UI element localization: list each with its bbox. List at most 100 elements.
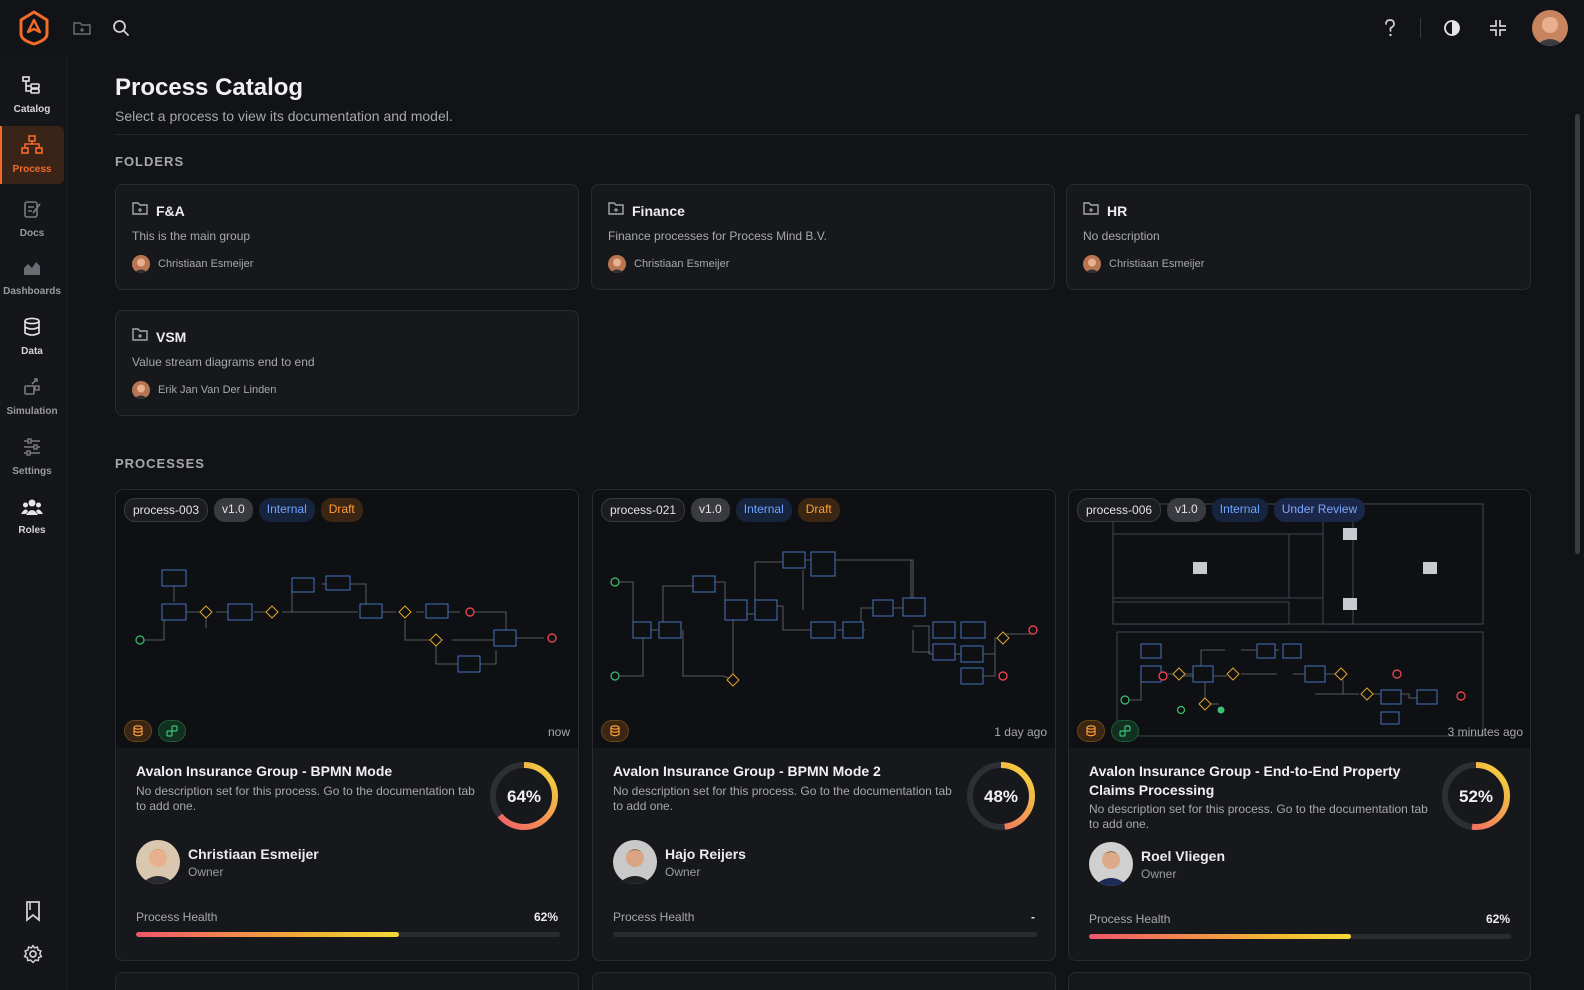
folder-description: This is the main group [132, 229, 251, 243]
avatar [1083, 255, 1101, 273]
score-value: 64% [507, 787, 541, 806]
link-icon[interactable] [1111, 720, 1139, 742]
database-icon[interactable] [601, 720, 629, 742]
health-label: Process Health [613, 910, 695, 924]
folder-card-hr[interactable]: HR No description Christiaan Esmeijer [1066, 184, 1531, 290]
settings-icon [22, 437, 42, 462]
search-icon[interactable] [109, 16, 133, 40]
catalog-icon [21, 75, 43, 100]
database-icon[interactable] [124, 720, 152, 742]
process-card[interactable] [1068, 972, 1531, 990]
folder-card-fa[interactable]: F&A This is the main group Christiaan Es… [115, 184, 579, 290]
process-title[interactable]: Avalon Insurance Group - BPMN Mode 2 [613, 763, 881, 779]
process-preview[interactable]: process-003 v1.0 Internal Draft now [116, 490, 578, 748]
version-badge: v1.0 [1167, 498, 1206, 522]
database-icon[interactable] [1077, 720, 1105, 742]
sidebar-item-docs[interactable]: Docs [0, 190, 64, 248]
sidebar-item-label: Roles [18, 525, 46, 536]
process-description: No description set for this process. Go … [613, 784, 952, 813]
process-tags: process-003 v1.0 Internal Draft [124, 498, 363, 522]
health-value: - [1031, 910, 1035, 924]
health-label: Process Health [136, 910, 218, 924]
process-id-badge: process-003 [124, 498, 209, 522]
folder-icon [1083, 201, 1099, 220]
status-badge: Under Review [1273, 498, 1366, 522]
updated-time: 1 day ago [994, 725, 1047, 739]
folder-description: Value stream diagrams end to end [132, 355, 315, 369]
sidebar-item-label: Settings [12, 466, 52, 477]
sidebar-item-roles[interactable]: Roles [0, 488, 64, 546]
version-badge: v1.0 [214, 498, 253, 522]
page-subtitle: Select a process to view its documentati… [115, 108, 453, 124]
folder-owner: Erik Jan Van Der Linden [158, 384, 277, 396]
folder-owner: Christiaan Esmeijer [1109, 258, 1205, 270]
process-title[interactable]: Avalon Insurance Group - BPMN Mode [136, 763, 393, 779]
sidebar-item-simulation[interactable]: Simulation [0, 368, 64, 426]
avatar [132, 381, 150, 399]
process-title[interactable]: Avalon Insurance Group - End-to-End Prop… [1089, 763, 1401, 798]
sidebar-item-label: Dashboards [3, 286, 61, 297]
folder-name: Finance [632, 202, 685, 219]
logo-icon[interactable] [18, 10, 50, 46]
process-card[interactable]: process-021 v1.0 Internal Draft 1 day ag… [592, 489, 1056, 961]
theme-icon[interactable] [1440, 16, 1464, 40]
health-value: 62% [1485, 912, 1510, 926]
topbar-divider [1420, 18, 1421, 38]
process-card[interactable] [115, 972, 579, 990]
avatar [132, 255, 150, 273]
process-tags: process-006 v1.0 Internal Under Review [1077, 498, 1366, 522]
user-avatar[interactable] [1532, 10, 1568, 46]
folder-icon[interactable] [70, 16, 94, 40]
folder-description: No description [1083, 229, 1160, 243]
process-description: No description set for this process. Go … [136, 784, 475, 813]
visibility-badge: Internal [1211, 498, 1268, 522]
sidebar-item-data[interactable]: Data [0, 308, 64, 366]
process-card[interactable]: process-006 v1.0 Internal Under Review 3… [1068, 489, 1531, 961]
health-bar [136, 932, 560, 937]
avatar [136, 840, 180, 884]
sidebar-item-dashboards[interactable]: Dashboards [0, 249, 64, 307]
data-icon [22, 317, 42, 342]
folders-heading: FOLDERS [115, 154, 185, 169]
visibility-badge: Internal [735, 498, 792, 522]
divider [115, 134, 1529, 135]
minimize-icon[interactable] [1486, 16, 1510, 40]
sidebar-item-process[interactable]: Process [0, 126, 64, 184]
sidebar-item-settings[interactable]: Settings [0, 428, 64, 486]
sidebar-item-label: Process [12, 164, 52, 175]
health-bar-fill [1089, 934, 1351, 939]
folder-card-vsm[interactable]: VSM Value stream diagrams end to end Eri… [115, 310, 579, 416]
score-value: 52% [1459, 787, 1493, 806]
owner-name: Christiaan Esmeijer [188, 845, 319, 862]
folder-name: HR [1107, 202, 1128, 219]
process-card[interactable] [592, 972, 1056, 990]
process-card[interactable]: process-003 v1.0 Internal Draft now Aval… [115, 489, 579, 961]
roles-icon [21, 498, 43, 521]
sidebar-item-label: Docs [19, 228, 45, 239]
main-content: Process Catalog Select a process to view… [68, 56, 1584, 990]
owner-name: Roel Vliegen [1141, 847, 1226, 864]
docs-icon [22, 199, 42, 224]
owner-block: Roel Vliegen Owner [1089, 842, 1225, 886]
folder-description: Finance processes for Process Mind B.V. [608, 229, 827, 243]
gear-icon[interactable] [20, 941, 46, 967]
sidebar-item-label: Catalog [13, 104, 51, 115]
scrollbar[interactable] [1575, 114, 1580, 554]
health-bar [1089, 934, 1511, 939]
bookmark-icon[interactable] [20, 898, 46, 924]
page-title: Process Catalog [115, 74, 304, 101]
process-preview[interactable]: process-021 v1.0 Internal Draft 1 day ag… [593, 490, 1055, 748]
owner-block: Christiaan Esmeijer Owner [136, 840, 319, 884]
help-icon[interactable] [1378, 16, 1402, 40]
status-badge: Draft [797, 498, 840, 522]
process-id-badge: process-006 [1077, 498, 1162, 522]
folder-name: F&A [156, 202, 185, 219]
health-value: 62% [533, 910, 558, 924]
link-icon[interactable] [158, 720, 186, 742]
sidebar-item-catalog[interactable]: Catalog [0, 66, 64, 124]
process-preview[interactable]: process-006 v1.0 Internal Under Review 3… [1069, 490, 1530, 748]
owner-block: Hajo Reijers Owner [613, 840, 746, 884]
score-value: 48% [984, 787, 1018, 806]
folder-card-finance[interactable]: Finance Finance processes for Process Mi… [591, 184, 1055, 290]
score-donut: 64% [490, 762, 558, 830]
